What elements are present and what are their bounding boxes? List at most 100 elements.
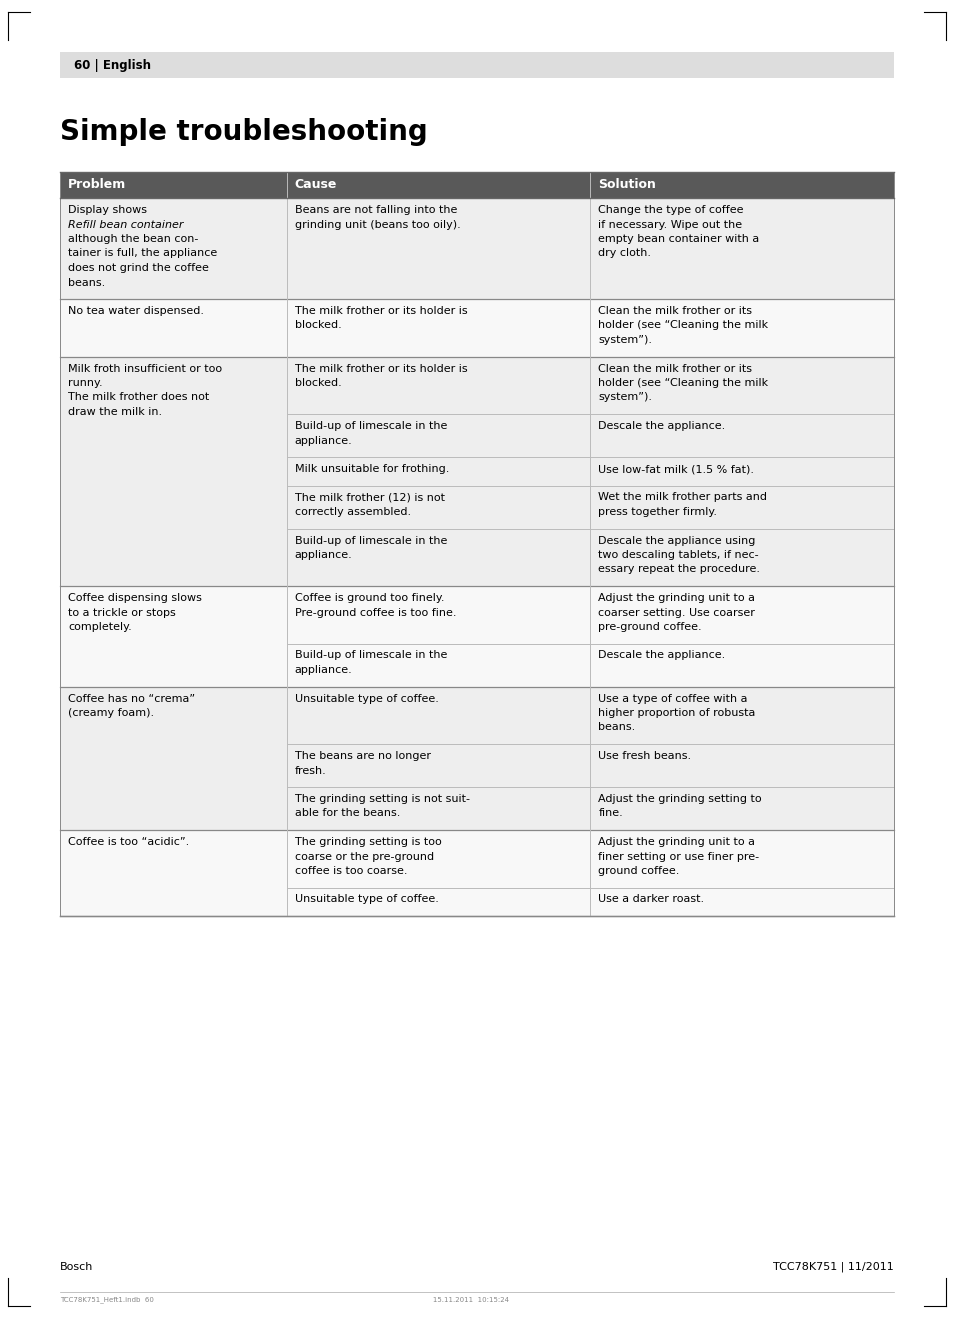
Text: appliance.: appliance. [294, 550, 353, 560]
Bar [287, 687, 590, 743]
Bar [287, 485, 590, 529]
Text: TCC78K751_Heft1.indb  60                                                        : TCC78K751_Heft1.indb 60 [60, 1296, 509, 1302]
Text: holder (see “Cleaning the milk: holder (see “Cleaning the milk [598, 320, 768, 331]
Text: (creamy foam).: (creamy foam). [68, 708, 154, 718]
Text: Adjust the grinding unit to a: Adjust the grinding unit to a [598, 593, 755, 604]
Bar [287, 887, 590, 916]
Text: finer setting or use finer pre-: finer setting or use finer pre- [598, 851, 759, 862]
Text: Problem: Problem [68, 178, 126, 191]
Bar [590, 529, 893, 587]
Text: pre-ground coffee.: pre-ground coffee. [598, 622, 701, 633]
Text: tainer is full, the appliance: tainer is full, the appliance [68, 249, 217, 258]
Text: Coffee is ground too finely.: Coffee is ground too finely. [294, 593, 444, 604]
Text: dry cloth.: dry cloth. [598, 249, 651, 258]
Text: The grinding setting is too: The grinding setting is too [294, 837, 441, 847]
Bar [590, 743, 893, 787]
Text: appliance.: appliance. [294, 666, 353, 675]
Bar [287, 299, 590, 356]
Bar [287, 643, 590, 687]
Text: Solution: Solution [598, 178, 656, 191]
Bar [60, 687, 287, 830]
Text: The beans are no longer: The beans are no longer [294, 751, 431, 760]
Text: Adjust the grinding setting to: Adjust the grinding setting to [598, 793, 761, 804]
Text: Adjust the grinding unit to a: Adjust the grinding unit to a [598, 837, 755, 847]
Text: system”).: system”). [598, 335, 652, 345]
Bar [287, 743, 590, 787]
Bar [590, 643, 893, 687]
Text: The milk frother (12) is not: The milk frother (12) is not [294, 493, 444, 502]
Text: coarser setting. Use coarser: coarser setting. Use coarser [598, 608, 755, 618]
Text: blocked.: blocked. [294, 378, 341, 387]
Text: grinding unit (beans too oily).: grinding unit (beans too oily). [294, 220, 460, 229]
Bar [590, 587, 893, 643]
Text: Milk unsuitable for frothing.: Milk unsuitable for frothing. [294, 464, 449, 474]
Bar [590, 299, 893, 356]
Text: No tea water dispensed.: No tea water dispensed. [68, 306, 204, 316]
Text: Use low-fat milk (1.5 % fat).: Use low-fat milk (1.5 % fat). [598, 464, 754, 474]
Bar [590, 198, 893, 299]
Text: Use a type of coffee with a: Use a type of coffee with a [598, 693, 747, 704]
Text: beans.: beans. [598, 722, 635, 733]
Bar [287, 587, 590, 643]
Text: ground coffee.: ground coffee. [598, 866, 679, 876]
Bar [60, 587, 287, 687]
Bar [590, 356, 893, 414]
Bar [60, 198, 287, 299]
Text: higher proportion of robusta: higher proportion of robusta [598, 708, 755, 718]
Bar [590, 687, 893, 743]
Text: to a trickle or stops: to a trickle or stops [68, 608, 175, 618]
Text: coffee is too coarse.: coffee is too coarse. [294, 866, 407, 876]
Text: correctly assembled.: correctly assembled. [294, 507, 411, 517]
Text: completely.: completely. [68, 622, 132, 633]
Text: Descale the appliance.: Descale the appliance. [598, 420, 725, 431]
Bar [287, 529, 590, 587]
Text: although the bean con-: although the bean con- [68, 235, 198, 244]
Text: Display shows: Display shows [68, 206, 147, 215]
Bar [590, 173, 893, 198]
Text: Bosch: Bosch [60, 1263, 93, 1272]
Bar [60, 51, 893, 78]
Text: The grinding setting is not suit-: The grinding setting is not suit- [294, 793, 470, 804]
Text: Beans are not falling into the: Beans are not falling into the [294, 206, 456, 215]
Text: 60 | English: 60 | English [74, 58, 151, 71]
Text: Descale the appliance.: Descale the appliance. [598, 651, 725, 660]
Text: fresh.: fresh. [294, 766, 326, 775]
Text: Coffee is too “acidic”.: Coffee is too “acidic”. [68, 837, 189, 847]
Bar [287, 198, 590, 299]
Text: Build-up of limescale in the: Build-up of limescale in the [294, 651, 447, 660]
Text: Coffee has no “crema”: Coffee has no “crema” [68, 693, 195, 704]
Text: Pre-ground coffee is too fine.: Pre-ground coffee is too fine. [294, 608, 456, 618]
Bar [287, 787, 590, 830]
Bar [60, 356, 287, 587]
Text: Build-up of limescale in the: Build-up of limescale in the [294, 535, 447, 546]
Bar [287, 356, 590, 414]
Text: able for the beans.: able for the beans. [294, 808, 400, 818]
Text: Cause: Cause [294, 178, 336, 191]
Text: beans.: beans. [68, 278, 105, 287]
Text: The milk frother or its holder is: The milk frother or its holder is [294, 306, 467, 316]
Bar [590, 414, 893, 457]
Bar [590, 830, 893, 887]
Text: Clean the milk frother or its: Clean the milk frother or its [598, 364, 752, 373]
Text: Coffee dispensing slows: Coffee dispensing slows [68, 593, 202, 604]
Text: Refill bean container: Refill bean container [68, 220, 183, 229]
Bar [590, 887, 893, 916]
Text: does not grind the coffee: does not grind the coffee [68, 264, 209, 273]
Bar [590, 457, 893, 485]
Text: press together firmly.: press together firmly. [598, 507, 717, 517]
Text: Use a darker roast.: Use a darker roast. [598, 895, 704, 904]
Text: system”).: system”). [598, 393, 652, 402]
Bar [287, 173, 590, 198]
Text: appliance.: appliance. [294, 435, 353, 445]
Bar [60, 299, 287, 356]
Text: Simple troubleshooting: Simple troubleshooting [60, 119, 427, 146]
Text: two descaling tablets, if nec-: two descaling tablets, if nec- [598, 550, 759, 560]
Text: The milk frother does not: The milk frother does not [68, 393, 209, 402]
Text: fine.: fine. [598, 808, 622, 818]
Text: Descale the appliance using: Descale the appliance using [598, 535, 755, 546]
Text: Unsuitable type of coffee.: Unsuitable type of coffee. [294, 693, 438, 704]
Bar [287, 457, 590, 485]
Text: Build-up of limescale in the: Build-up of limescale in the [294, 420, 447, 431]
Text: Change the type of coffee: Change the type of coffee [598, 206, 743, 215]
Bar [590, 787, 893, 830]
